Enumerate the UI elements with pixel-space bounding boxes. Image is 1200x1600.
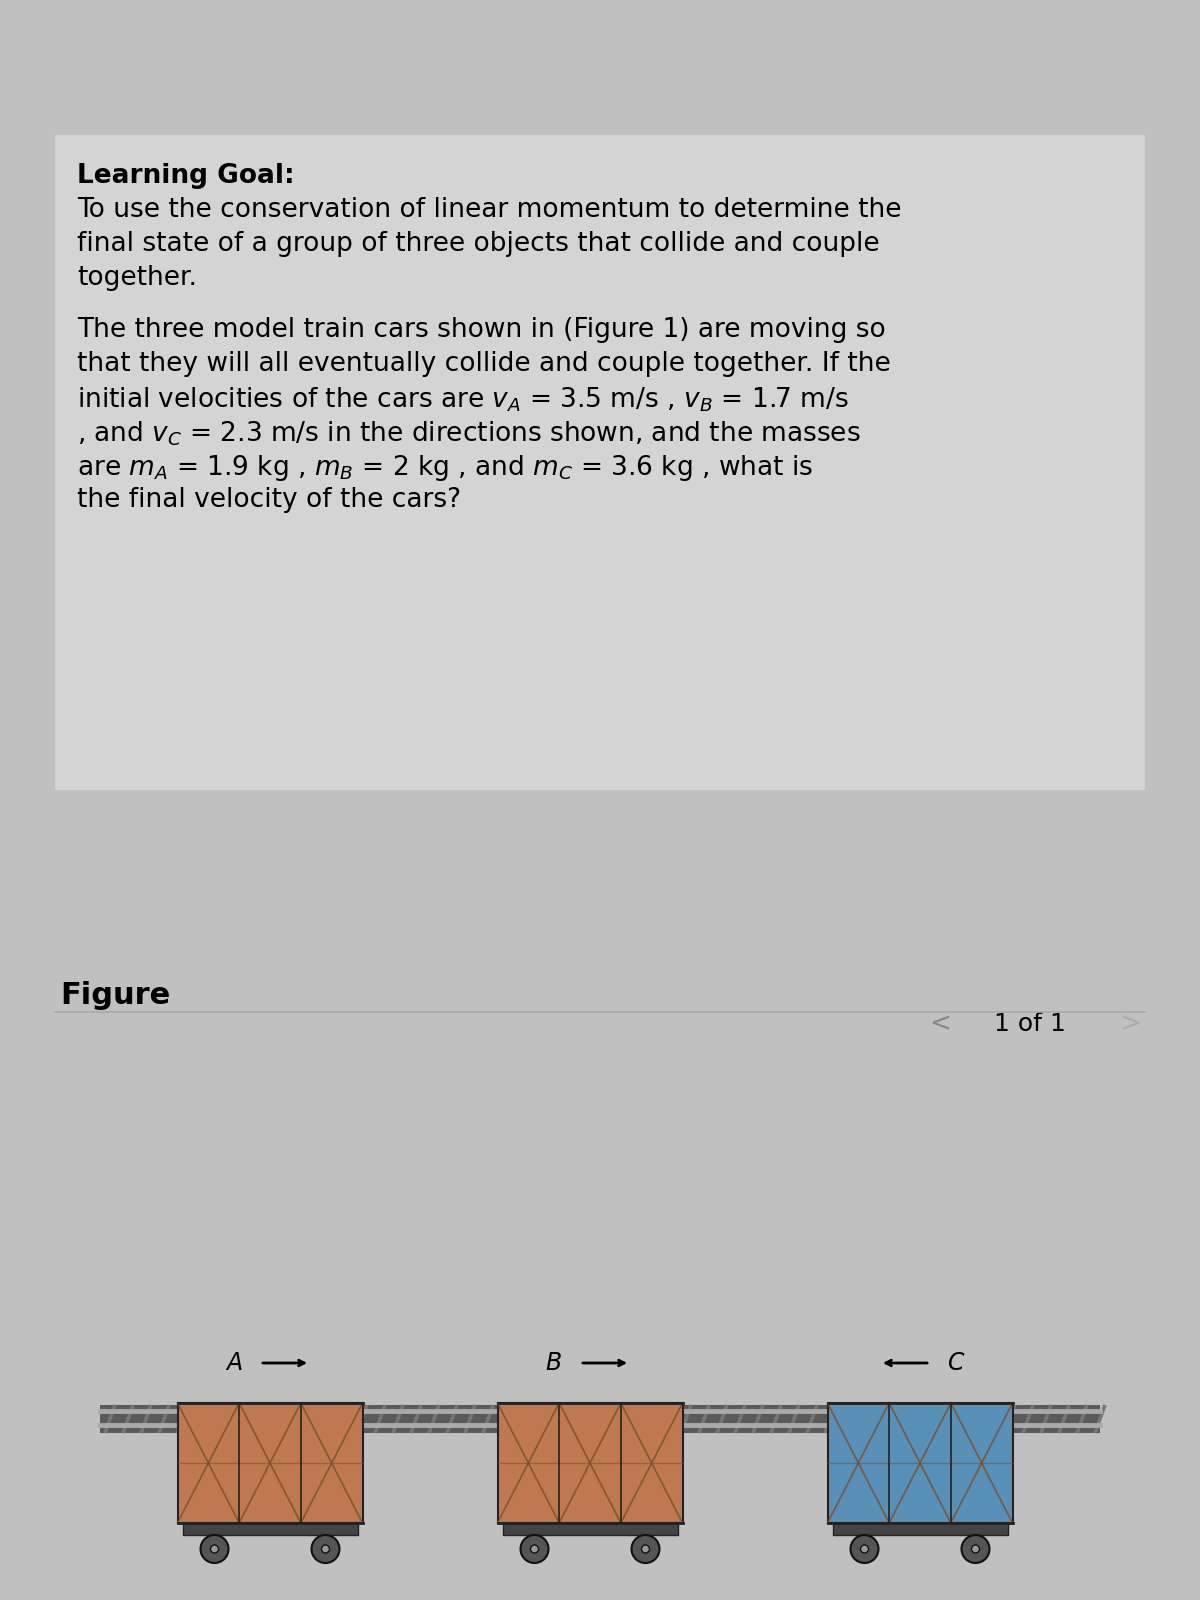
Bar (833, 1523, 1008, 1534)
Circle shape (210, 1546, 218, 1554)
Text: A: A (226, 1350, 242, 1374)
Text: initial velocities of the cars are $v_A$ = 3.5 m/s , $v_B$ = 1.7 m/s: initial velocities of the cars are $v_A$… (77, 386, 848, 413)
Bar (498, 1403, 683, 1523)
Bar (178, 1403, 362, 1523)
Circle shape (851, 1534, 878, 1563)
Circle shape (860, 1546, 869, 1554)
Text: Figure: Figure (60, 981, 170, 1010)
Text: Learning Goal:: Learning Goal: (77, 163, 295, 189)
Text: B: B (546, 1350, 562, 1374)
Circle shape (521, 1534, 548, 1563)
Bar (100, 1405, 1100, 1434)
Text: <: < (929, 1011, 952, 1037)
Circle shape (200, 1534, 228, 1563)
Text: are $m_A$ = 1.9 kg , $m_B$ = 2 kg , and $m_C$ = 3.6 kg , what is: are $m_A$ = 1.9 kg , $m_B$ = 2 kg , and … (77, 453, 814, 483)
Text: final state of a group of three objects that collide and couple: final state of a group of three objects … (77, 230, 880, 258)
Bar (503, 1523, 678, 1534)
Circle shape (631, 1534, 660, 1563)
Circle shape (961, 1534, 990, 1563)
Text: The three model train cars shown in (Figure 1) are moving so: The three model train cars shown in (Fig… (77, 317, 886, 342)
Bar (55, 134, 1145, 790)
Text: that they will all eventually collide and couple together. If the: that they will all eventually collide an… (77, 350, 890, 378)
Text: together.: together. (77, 266, 197, 291)
Text: C: C (948, 1350, 965, 1374)
Circle shape (312, 1534, 340, 1563)
Bar (182, 1523, 358, 1534)
Circle shape (322, 1546, 330, 1554)
Text: the final velocity of the cars?: the final velocity of the cars? (77, 486, 461, 514)
Text: >: > (1120, 1011, 1141, 1037)
Bar (828, 1403, 1013, 1523)
Text: 1 of 1: 1 of 1 (994, 1013, 1066, 1037)
Circle shape (642, 1546, 649, 1554)
Circle shape (530, 1546, 539, 1554)
Text: To use the conservation of linear momentum to determine the: To use the conservation of linear moment… (77, 197, 901, 222)
Text: , and $v_C$ = 2.3 m/s in the directions shown, and the masses: , and $v_C$ = 2.3 m/s in the directions … (77, 419, 860, 448)
Circle shape (972, 1546, 979, 1554)
